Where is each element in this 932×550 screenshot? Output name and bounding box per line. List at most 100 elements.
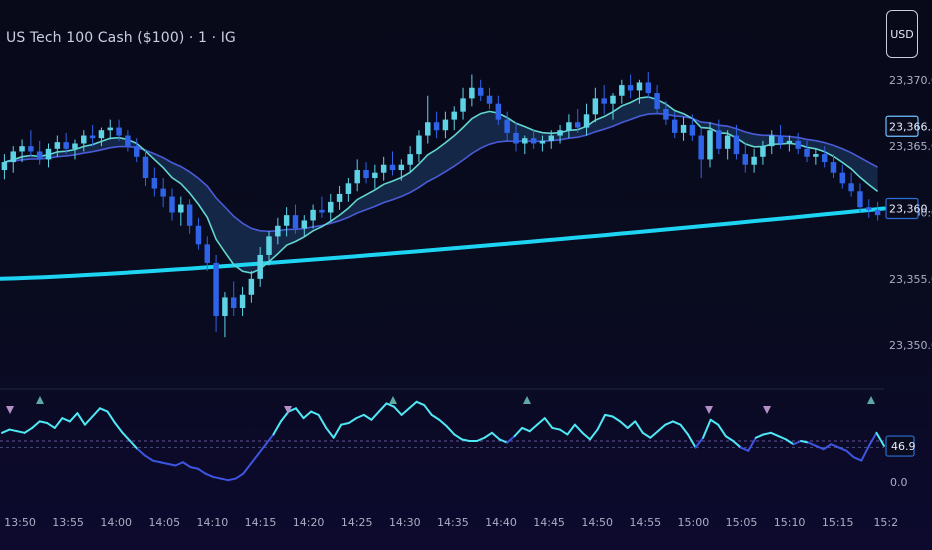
osc-segment bbox=[475, 436, 486, 442]
candle bbox=[398, 159, 405, 181]
candle bbox=[707, 122, 713, 168]
candle bbox=[504, 111, 510, 141]
signal-up-marker bbox=[523, 396, 531, 404]
candle bbox=[477, 79, 484, 102]
osc-segment bbox=[664, 420, 674, 426]
osc-segment bbox=[453, 433, 463, 441]
osc-segment bbox=[181, 461, 192, 469]
osc-segment bbox=[694, 436, 705, 449]
candle-body bbox=[742, 154, 749, 165]
time-tick-label: 13:55 bbox=[52, 516, 84, 529]
osc-segment bbox=[257, 443, 267, 456]
osc-segment bbox=[114, 422, 124, 434]
candle-body bbox=[733, 135, 740, 155]
candle bbox=[222, 292, 228, 338]
candle-body bbox=[204, 244, 211, 263]
time-tick-label: 14:55 bbox=[629, 516, 661, 529]
osc-segment bbox=[837, 446, 848, 452]
signal-up-marker bbox=[867, 396, 875, 404]
osc-segment bbox=[566, 423, 576, 436]
candle-body bbox=[98, 130, 105, 139]
candle-body bbox=[107, 127, 113, 131]
candle-body bbox=[222, 297, 228, 316]
candle bbox=[213, 254, 219, 332]
candle-body bbox=[680, 124, 687, 133]
osc-segment bbox=[212, 475, 222, 480]
ma-value-tag-box bbox=[885, 197, 919, 220]
osc-segment bbox=[23, 426, 34, 434]
candle bbox=[804, 140, 810, 163]
osc-segment bbox=[219, 477, 230, 482]
candle-body bbox=[425, 122, 431, 136]
osc-value-box bbox=[885, 435, 915, 457]
price-tick-label: 23,355.0 bbox=[889, 273, 932, 286]
candle bbox=[239, 286, 246, 316]
candle-body bbox=[619, 85, 625, 96]
candle bbox=[733, 124, 740, 160]
osc-segment bbox=[754, 433, 765, 439]
candle bbox=[866, 199, 872, 218]
candle bbox=[583, 103, 590, 136]
osc-segment bbox=[430, 413, 441, 421]
candle bbox=[751, 148, 757, 173]
candle bbox=[460, 87, 466, 120]
osc-segment bbox=[724, 435, 735, 442]
candle bbox=[495, 95, 502, 125]
axes: 23,370.023,365.023,360.023,355.023,350.0… bbox=[0, 74, 932, 529]
candle-body bbox=[133, 146, 140, 157]
candle-body bbox=[477, 87, 484, 96]
candle bbox=[813, 148, 819, 165]
currency-button[interactable]: USD bbox=[886, 10, 918, 58]
osc-segment bbox=[687, 433, 697, 449]
candle-body bbox=[636, 82, 643, 91]
candle bbox=[839, 164, 846, 189]
candle bbox=[19, 139, 25, 163]
candle bbox=[354, 159, 360, 192]
candle bbox=[821, 146, 828, 168]
candle-body bbox=[36, 151, 43, 160]
osc-segment bbox=[709, 418, 720, 426]
candle-body bbox=[283, 215, 290, 226]
candle-body bbox=[81, 135, 87, 144]
ema-fast-line bbox=[4, 96, 879, 274]
osc-segment bbox=[415, 400, 426, 407]
osc-segment bbox=[528, 423, 539, 433]
candle bbox=[10, 146, 16, 173]
osc-segment bbox=[581, 431, 591, 441]
osc-segment bbox=[506, 435, 516, 444]
time-tick-label: 14:25 bbox=[341, 516, 373, 529]
candle bbox=[601, 85, 607, 115]
candle-body bbox=[336, 193, 343, 202]
osc-segment bbox=[295, 407, 305, 420]
candle bbox=[89, 124, 96, 147]
candle bbox=[433, 111, 440, 139]
osc-segment bbox=[551, 426, 561, 431]
osc-segment bbox=[1, 428, 11, 434]
osc-segment bbox=[325, 426, 335, 439]
candle-body bbox=[292, 215, 299, 229]
candle-body bbox=[857, 191, 863, 208]
osc-segment bbox=[332, 423, 343, 439]
price-pane[interactable] bbox=[0, 71, 886, 338]
osc-segment bbox=[852, 456, 863, 462]
candle-body bbox=[451, 111, 457, 120]
candle-body bbox=[89, 135, 96, 139]
candle-body bbox=[760, 146, 766, 157]
time-tick-label: 14:50 bbox=[581, 516, 613, 529]
osc-segment bbox=[38, 420, 49, 425]
oscillator-pane[interactable] bbox=[0, 396, 885, 482]
osc-segment bbox=[83, 415, 94, 426]
osc-segment bbox=[732, 440, 742, 449]
osc-segment bbox=[31, 420, 41, 429]
candle bbox=[795, 132, 801, 155]
time-tick-label: 14:35 bbox=[437, 516, 469, 529]
candle-body bbox=[363, 170, 369, 178]
osc-segment bbox=[498, 438, 509, 444]
candle bbox=[28, 130, 34, 157]
candle-body bbox=[116, 127, 122, 136]
osc-segment bbox=[702, 418, 712, 439]
candle bbox=[169, 188, 175, 221]
candle bbox=[107, 119, 113, 140]
osc-value-text: 46.9 bbox=[891, 440, 916, 453]
